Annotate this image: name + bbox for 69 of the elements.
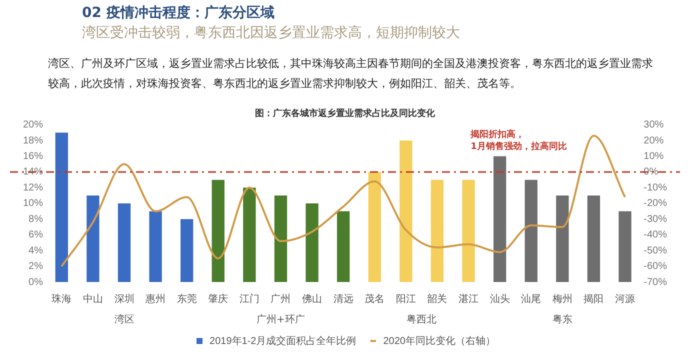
annotation: 揭阳折扣高， 1月销售强劲，拉高同比 xyxy=(470,129,567,152)
text: 湾区、广州及环广区域，返乡置业需求占比较低，其中珠海较高主因春节期间的全国及港澳投资客，粤东西北的返乡置业需求较高，此次疫情，对珠海投资客、粤东西北的返乡置业需求抑制较大，例如阳江、韶关、茂名等。 xyxy=(48,56,654,92)
text: 粤东 xyxy=(552,314,572,326)
legend-label: 2019年1-2月成交面积占全年比例 xyxy=(210,334,356,347)
bar xyxy=(493,156,506,282)
x-tick-label: 茂名 xyxy=(364,292,385,305)
text: 粤西北 xyxy=(406,314,437,326)
x-tick-label: 肇庆 xyxy=(208,292,228,305)
bar xyxy=(462,180,475,282)
x-tick-label: 韶关 xyxy=(427,292,448,305)
y-tick-label: 6% xyxy=(28,230,44,241)
text: 广州+环广 xyxy=(256,314,305,326)
y-tick-label: 2% xyxy=(28,261,44,272)
bar xyxy=(306,203,318,282)
bar xyxy=(618,211,632,282)
bar xyxy=(86,196,100,282)
chart-subtitle: 湾区受冲击较弱，粤东西北因返乡置业需求高，短期抑制较大 xyxy=(82,24,460,42)
y-tick-label: 10% xyxy=(23,198,44,210)
bar xyxy=(368,172,381,282)
bar xyxy=(180,219,194,282)
x-tick-label: 梅州 xyxy=(551,292,572,305)
x-tick-label: 佛山 xyxy=(302,292,322,305)
y2-tick-label: 10% xyxy=(644,150,664,162)
y2-tick-label: 20% xyxy=(644,135,664,146)
x-tick-label: 中山 xyxy=(82,292,103,305)
y-tick-label: 12% xyxy=(23,182,44,194)
x-tick-label: 河源 xyxy=(615,292,636,305)
legend-label: 2020年同比变化（右轴） xyxy=(383,334,496,347)
y2-tick-label: -30% xyxy=(644,214,668,225)
bar xyxy=(243,188,256,282)
x-tick-label: 深圳 xyxy=(114,292,134,305)
bar xyxy=(587,196,600,282)
y-tick-label: 4% xyxy=(28,245,44,256)
text: 湾区 xyxy=(114,314,134,326)
bar xyxy=(430,180,444,282)
bar xyxy=(524,180,538,282)
x-tick-label: 清远 xyxy=(333,292,354,305)
bar xyxy=(55,132,68,282)
bar xyxy=(400,140,412,282)
x-tick-label: 阳江 xyxy=(396,292,416,305)
bar xyxy=(556,196,569,282)
chart-title: 图：广东各城市返乡置业需求占比及同比变化 xyxy=(255,108,436,118)
bar xyxy=(149,211,162,282)
x-tick-label: 揭阳 xyxy=(584,292,604,305)
y2-tick-label: -10% xyxy=(644,182,668,194)
y2-tick-label: -40% xyxy=(644,230,668,241)
x-tick-label: 珠海 xyxy=(52,292,72,305)
x-tick-label: 江门 xyxy=(239,292,260,305)
y2-tick-label: -70% xyxy=(644,276,668,288)
y2-tick-label: 30% xyxy=(644,120,664,131)
x-tick-label: 广州 xyxy=(270,292,291,305)
y-tick-label: 16% xyxy=(23,150,44,162)
y2-tick-label: -60% xyxy=(644,261,668,272)
y-tick-label: 8% xyxy=(28,214,44,225)
x-tick-label: 汕头 xyxy=(490,292,510,305)
x-tick-label: 惠州 xyxy=(144,292,166,305)
y2-tick-label: -50% xyxy=(644,245,668,256)
x-tick-label: 汕尾 xyxy=(521,292,542,305)
y-tick-label: 18% xyxy=(23,135,44,146)
y2-tick-label: -20% xyxy=(644,198,668,210)
bar xyxy=(337,211,350,282)
text: 02 疫情冲击程度：广东分区域 xyxy=(82,4,274,22)
y-tick-label: 0% xyxy=(28,276,44,288)
bar xyxy=(118,203,131,282)
bar xyxy=(212,180,224,282)
bar xyxy=(274,196,288,282)
y-tick-label: 20% xyxy=(23,120,44,131)
x-tick-label: 东莞 xyxy=(176,292,197,305)
x-tick-label: 湛江 xyxy=(458,292,479,305)
